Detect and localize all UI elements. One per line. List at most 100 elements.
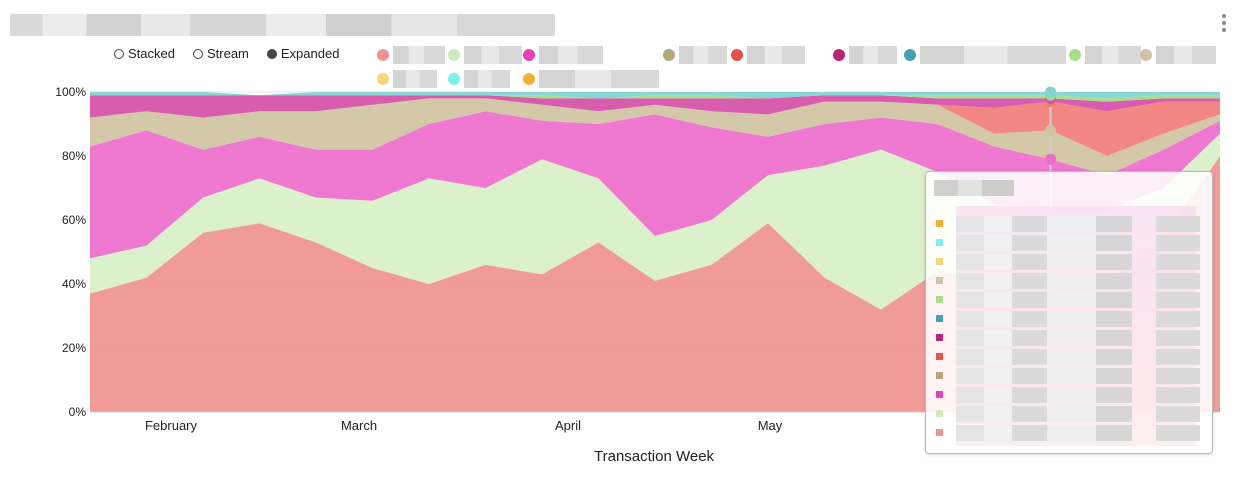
tooltip-percent bbox=[1156, 235, 1200, 251]
tooltip-value bbox=[1096, 235, 1132, 251]
tooltip-row bbox=[934, 233, 1204, 253]
legend-swatch-icon bbox=[663, 49, 675, 61]
stream-radio[interactable]: Stream bbox=[192, 46, 249, 61]
radio-icon bbox=[114, 48, 124, 59]
legend-swatch-icon bbox=[1069, 49, 1081, 61]
area-series-5 bbox=[90, 95, 1220, 118]
tooltip-value bbox=[1096, 349, 1132, 365]
legend-item[interactable] bbox=[904, 46, 1066, 64]
legend-item[interactable] bbox=[1140, 46, 1216, 64]
legend-item[interactable] bbox=[833, 46, 897, 64]
legend-swatch-icon bbox=[523, 49, 535, 61]
hover-marker bbox=[1045, 153, 1056, 165]
legend-label bbox=[393, 46, 445, 64]
tooltip-percent bbox=[1156, 368, 1200, 384]
stream-label: Stream bbox=[206, 46, 249, 61]
legend-swatch-icon bbox=[523, 73, 535, 85]
series-color-icon bbox=[936, 391, 943, 398]
y-tick-label: 20% bbox=[61, 341, 86, 355]
series-color-icon bbox=[936, 315, 943, 322]
stacked-radio[interactable]: Stacked bbox=[114, 46, 175, 61]
expanded-label: Expanded bbox=[280, 46, 340, 61]
tooltip-series-name bbox=[956, 311, 1096, 327]
legend-swatch-icon bbox=[448, 73, 460, 85]
x-tick-label: May bbox=[757, 418, 783, 433]
legend-item[interactable] bbox=[663, 46, 727, 64]
tooltip-percent bbox=[1156, 311, 1200, 327]
tooltip-row bbox=[934, 366, 1204, 386]
x-tick-label: March bbox=[340, 418, 378, 433]
tooltip-percent bbox=[1156, 292, 1200, 308]
area-series-3 bbox=[90, 98, 1220, 176]
chart-mode-controls: Stacked Stream Expanded bbox=[114, 46, 339, 61]
legend-item[interactable] bbox=[731, 46, 805, 64]
tooltip-row bbox=[934, 271, 1204, 291]
legend-label bbox=[393, 70, 437, 88]
tooltip-row bbox=[934, 290, 1204, 310]
legend-item[interactable] bbox=[377, 46, 445, 64]
tooltip-row bbox=[934, 309, 1204, 329]
tooltip-row bbox=[934, 328, 1204, 348]
legend-label bbox=[464, 70, 510, 88]
legend-item[interactable] bbox=[377, 70, 437, 88]
y-tick-label: 60% bbox=[61, 213, 86, 227]
area-series-7 bbox=[90, 92, 1220, 99]
stacked-label: Stacked bbox=[128, 46, 175, 61]
legend-item[interactable] bbox=[523, 70, 659, 88]
legend-swatch-icon bbox=[377, 49, 389, 61]
tooltip bbox=[925, 171, 1213, 454]
legend-item[interactable] bbox=[448, 70, 510, 88]
tooltip-series-name bbox=[956, 330, 1096, 346]
x-tick-label: February bbox=[144, 418, 198, 433]
series-color-icon bbox=[936, 277, 943, 284]
tooltip-value bbox=[1096, 406, 1132, 422]
tooltip-row bbox=[934, 347, 1204, 367]
tooltip-percent bbox=[1156, 349, 1200, 365]
legend-swatch-icon bbox=[833, 49, 845, 61]
y-tick-label: 100% bbox=[55, 85, 86, 99]
tooltip-value bbox=[1096, 330, 1132, 346]
tooltip-series-name bbox=[956, 254, 1096, 270]
legend-label bbox=[539, 70, 659, 88]
hover-marker bbox=[1045, 124, 1056, 136]
tooltip-value bbox=[1096, 254, 1132, 270]
legend-label bbox=[539, 46, 603, 64]
area-series-2 bbox=[90, 111, 1220, 259]
tooltip-series-name bbox=[956, 273, 1096, 289]
series-color-icon bbox=[936, 429, 943, 436]
series-color-icon bbox=[936, 258, 943, 265]
expanded-radio[interactable]: Expanded bbox=[266, 46, 340, 61]
tooltip-value bbox=[1096, 368, 1132, 384]
x-tick-label: April bbox=[554, 418, 582, 433]
tooltip-series-name bbox=[956, 235, 1096, 251]
tooltip-series-name bbox=[956, 406, 1096, 422]
legend-item[interactable] bbox=[1069, 46, 1141, 64]
tooltip-series-name bbox=[956, 425, 1096, 441]
area-series-4 bbox=[90, 98, 1220, 156]
tooltip-value bbox=[1096, 311, 1132, 327]
tooltip-series-name bbox=[956, 349, 1096, 365]
y-tick-label: 0% bbox=[68, 405, 86, 419]
tooltip-percent bbox=[1156, 254, 1200, 270]
legend-item[interactable] bbox=[448, 46, 522, 64]
legend-label bbox=[1085, 46, 1141, 64]
tooltip-percent bbox=[1156, 273, 1200, 289]
legend-label bbox=[1156, 46, 1216, 64]
legend-label bbox=[464, 46, 522, 64]
tooltip-percent bbox=[1156, 330, 1200, 346]
radio-icon bbox=[192, 48, 203, 59]
tooltip-percent bbox=[1156, 406, 1200, 422]
series-color-icon bbox=[936, 239, 943, 246]
tooltip-series-name bbox=[956, 387, 1096, 403]
legend-swatch-icon bbox=[377, 73, 389, 85]
tooltip-row bbox=[934, 214, 1204, 234]
radio-selected-icon bbox=[266, 48, 277, 59]
tooltip-value bbox=[1096, 216, 1132, 232]
more-options-icon[interactable] bbox=[1220, 14, 1228, 36]
tooltip-row bbox=[934, 423, 1204, 443]
legend-swatch-icon bbox=[1140, 49, 1152, 61]
legend-label bbox=[920, 46, 1066, 64]
legend-item[interactable] bbox=[523, 46, 603, 64]
x-axis-title: Transaction Week bbox=[594, 448, 715, 465]
legend-label bbox=[679, 46, 727, 64]
